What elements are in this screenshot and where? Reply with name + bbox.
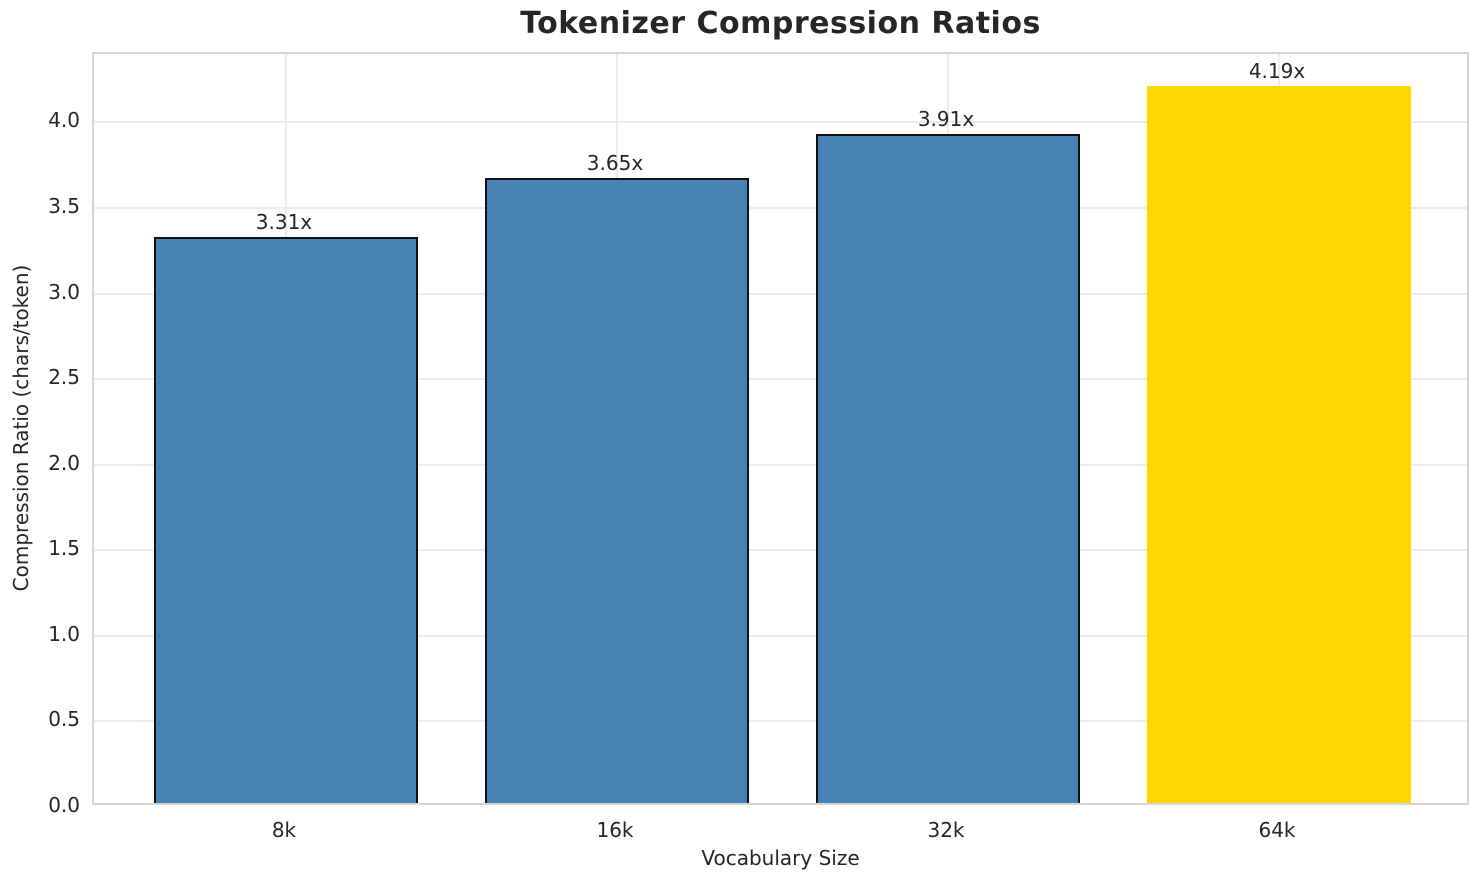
- y-tick-label: 3.0: [48, 279, 80, 304]
- y-gridline: [94, 121, 1467, 124]
- x-tick-label-8k: 8k: [271, 818, 297, 842]
- y-tick-label: 4.0: [48, 108, 80, 133]
- y-gridline: [94, 549, 1467, 552]
- plot-area: [92, 52, 1469, 805]
- y-tick-label: 0.0: [48, 793, 80, 817]
- bar-16k: [484, 178, 750, 803]
- y-tick-label: 0.5: [48, 707, 80, 732]
- bar-value-label-64k: 4.19x: [1248, 58, 1306, 83]
- y-gridline: [94, 463, 1467, 466]
- bar-value-label-16k: 3.65x: [586, 151, 644, 176]
- x-tick-label-32k: 32k: [927, 818, 965, 842]
- y-gridline: [94, 378, 1467, 381]
- chart-title: Tokenizer Compression Ratios: [520, 6, 1041, 41]
- bar-64k: [1146, 85, 1412, 803]
- y-gridline: [94, 207, 1467, 210]
- y-tick-label: 2.5: [48, 365, 80, 390]
- bar-32k: [815, 133, 1081, 803]
- y-gridline: [94, 292, 1467, 295]
- y-gridline: [94, 634, 1467, 637]
- y-gridline: [94, 720, 1467, 723]
- x-axis-label: Vocabulary Size: [701, 846, 860, 870]
- y-tick-label: 2.0: [48, 450, 80, 475]
- x-tick-label-64k: 64k: [1258, 818, 1296, 842]
- x-tick-label-16k: 16k: [596, 818, 634, 842]
- bar-8k: [153, 236, 419, 803]
- y-tick-label: 1.0: [48, 621, 80, 646]
- bar-value-label-8k: 3.31x: [255, 209, 313, 234]
- y-tick-label: 1.5: [48, 536, 80, 561]
- bar-value-label-32k: 3.91x: [917, 106, 975, 131]
- y-tick-label: 3.5: [48, 194, 80, 219]
